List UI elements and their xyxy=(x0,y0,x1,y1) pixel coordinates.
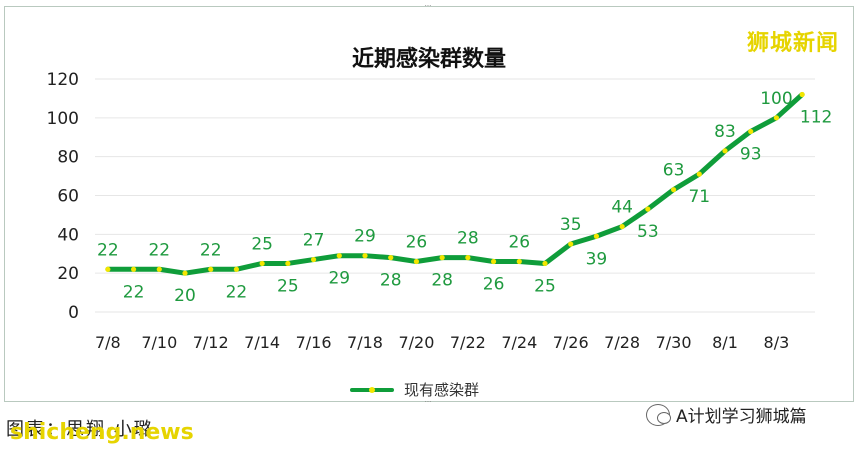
x-tick-label: 8/1 xyxy=(712,333,738,352)
data-point xyxy=(259,260,265,267)
chart-legend: 现有感染群 xyxy=(350,379,479,400)
data-point xyxy=(310,256,317,263)
data-label: 22 xyxy=(97,240,119,260)
data-point xyxy=(208,266,214,272)
data-point xyxy=(619,223,625,230)
data-point xyxy=(748,128,754,135)
x-tick-label: 7/22 xyxy=(450,333,486,352)
data-label: 53 xyxy=(637,222,659,242)
data-point xyxy=(105,266,111,272)
data-label: 25 xyxy=(534,276,556,296)
data-label: 29 xyxy=(328,269,350,289)
data-label: 29 xyxy=(354,227,376,247)
data-point xyxy=(490,258,497,265)
data-point xyxy=(696,171,702,177)
legend-line-swatch xyxy=(350,386,394,393)
data-point xyxy=(465,255,471,261)
data-label: 26 xyxy=(406,233,428,253)
x-tick-label: 7/28 xyxy=(604,333,640,352)
wechat-icon xyxy=(646,403,671,426)
data-point xyxy=(670,187,677,193)
y-tick-label: 0 xyxy=(68,303,79,323)
x-tick-label: 7/20 xyxy=(398,333,434,352)
legend-label: 现有感染群 xyxy=(404,381,480,399)
wechat-account: A计划学习狮城篇 xyxy=(646,402,807,427)
data-point xyxy=(568,241,574,247)
data-point xyxy=(722,148,728,154)
data-label: 83 xyxy=(714,122,736,142)
data-label: 28 xyxy=(431,271,453,291)
data-label: 25 xyxy=(277,276,299,296)
data-label: 28 xyxy=(457,229,479,249)
data-point xyxy=(773,115,780,121)
series-line xyxy=(105,92,805,276)
data-point xyxy=(233,266,240,272)
resize-handle-bottom[interactable]: ··· xyxy=(424,398,432,406)
data-point xyxy=(439,255,445,261)
data-label: 71 xyxy=(688,187,710,207)
data-label: 27 xyxy=(303,231,325,251)
data-label: 22 xyxy=(123,282,145,302)
y-tick-label: 60 xyxy=(57,187,79,207)
x-tick-label: 8/3 xyxy=(764,333,790,352)
x-tick-label: 7/26 xyxy=(553,333,589,352)
data-point xyxy=(593,233,600,239)
data-label: 28 xyxy=(380,271,402,291)
data-point xyxy=(182,270,188,276)
data-point xyxy=(285,260,291,267)
data-label: 100 xyxy=(760,89,792,109)
wechat-account-name: A计划学习狮城篇 xyxy=(676,407,807,427)
y-tick-label: 120 xyxy=(47,70,79,90)
data-point xyxy=(156,266,162,272)
line-chart: 0 20 40 60 80 100 120 7/8 7/10 7/12 7/14 7/16 7/18 7/… xyxy=(47,70,833,352)
data-point xyxy=(336,253,342,259)
data-label: 93 xyxy=(740,144,762,164)
x-tick-label: 7/30 xyxy=(656,333,692,352)
data-label: 22 xyxy=(200,240,222,260)
y-tick-label: 80 xyxy=(57,148,79,168)
data-label: 25 xyxy=(251,234,273,254)
data-point xyxy=(130,266,137,272)
x-tick-label: 7/8 xyxy=(95,333,121,352)
data-point xyxy=(542,260,548,267)
brand-logo: 狮城新闻 xyxy=(746,31,839,56)
x-tick-label: 7/10 xyxy=(141,333,177,352)
y-tick-label: 20 xyxy=(57,264,79,284)
data-point xyxy=(362,253,368,259)
data-label: 112 xyxy=(800,108,832,128)
y-tick-label: 100 xyxy=(47,109,79,129)
data-label: 35 xyxy=(560,215,582,235)
data-label: 20 xyxy=(174,286,196,306)
data-label: 22 xyxy=(148,240,170,260)
data-point xyxy=(799,91,805,98)
chart-frame: ··· ··· 近期感染群数量 狮城新闻 0 20 40 60 80 100 120 7/8 7… xyxy=(4,2,854,406)
y-tick-label: 40 xyxy=(57,225,79,245)
data-point xyxy=(413,258,420,265)
site-watermark: shicheng.news xyxy=(10,420,194,445)
data-label: 26 xyxy=(483,275,505,295)
source-credit: 图表：思翔·小璐 xyxy=(6,419,154,440)
x-tick-label: 7/16 xyxy=(296,333,332,352)
data-label: 39 xyxy=(586,249,608,269)
data-label: 63 xyxy=(663,161,685,181)
data-point xyxy=(516,258,522,265)
x-tick-label: 7/14 xyxy=(244,333,280,352)
x-tick-label: 7/24 xyxy=(501,333,537,352)
chart-title: 近期感染群数量 xyxy=(351,47,506,72)
data-point xyxy=(388,255,394,261)
resize-handle-top[interactable]: ··· xyxy=(424,2,432,10)
data-label: 44 xyxy=(611,198,633,218)
x-tick-label: 7/12 xyxy=(193,333,229,352)
data-label: 22 xyxy=(226,282,248,302)
data-point xyxy=(645,206,651,212)
x-tick-label: 7/18 xyxy=(347,333,383,352)
data-label: 26 xyxy=(508,233,530,253)
